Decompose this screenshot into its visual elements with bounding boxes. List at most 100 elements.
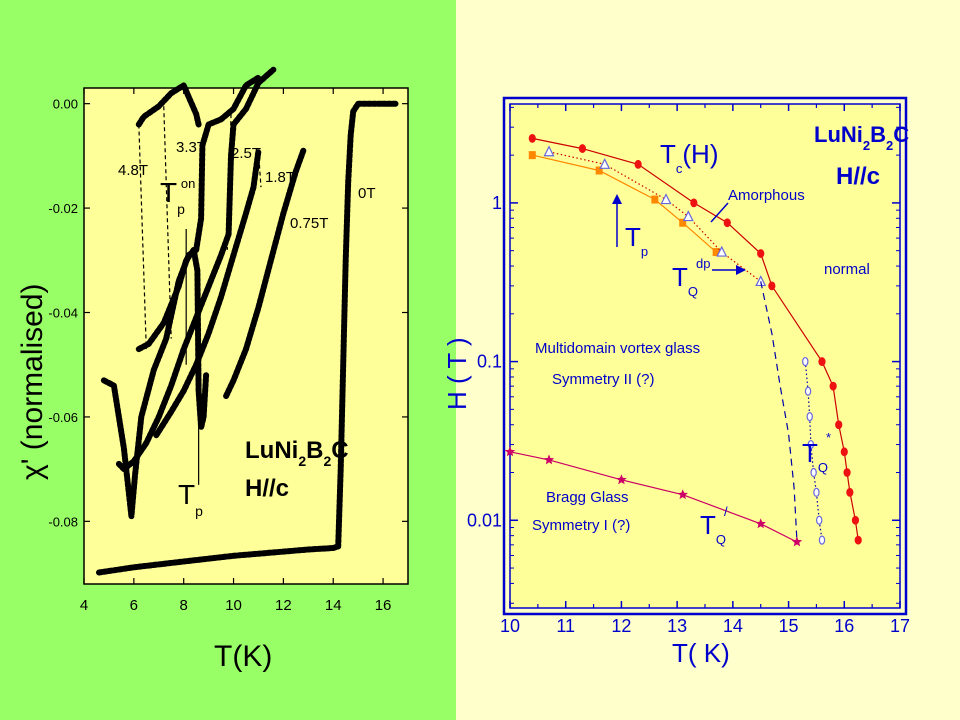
tq-star-label: TQ* — [802, 430, 831, 475]
x-tick-label: 17 — [890, 616, 910, 636]
series-Tc-H--point — [768, 281, 776, 291]
right-y-axis-title: H ( T ) — [442, 337, 472, 410]
series-TQ--point — [816, 515, 823, 525]
x-tick-label: 12 — [611, 616, 631, 636]
series-Tp-point — [528, 151, 536, 160]
y-tick-label: -0.08 — [48, 514, 78, 529]
series-Tc-H--point — [634, 159, 642, 169]
svg-text:LuNi2B2C: LuNi2B2C — [814, 122, 909, 153]
series-TQ-dp-point — [716, 245, 728, 257]
series-Tp-point — [712, 248, 720, 257]
series-TQ-dp-line — [548, 151, 762, 282]
series-Tp-point — [595, 166, 603, 175]
tp-on-main: T — [160, 177, 177, 208]
series-TQ--point — [791, 536, 803, 547]
curve-label: 3.3T — [176, 139, 206, 156]
tp-main: T — [178, 479, 195, 510]
series-Tc-H--point — [846, 487, 854, 497]
left-tp-label: Tp — [178, 479, 203, 519]
normal-region-label: normal — [824, 261, 870, 278]
transition-line-1-8T — [257, 150, 262, 188]
series-TQ--point — [804, 386, 812, 396]
series-4-8T-curve — [135, 246, 210, 431]
series-0-75T-curve — [223, 147, 307, 399]
series-TQ-dp-point — [755, 275, 767, 287]
right-plot-frame — [502, 96, 908, 616]
y-tick-label: -0.04 — [48, 306, 78, 321]
left-data-series — [96, 66, 399, 576]
x-tick-label: 10 — [500, 616, 520, 636]
curve-label: 0T — [358, 185, 376, 202]
y-tick-label: 0.1 — [477, 352, 502, 372]
y-tick-label: 0.00 — [53, 97, 78, 112]
series-TQ-dp-point — [682, 210, 694, 222]
y-tick-label: -0.06 — [48, 410, 78, 425]
x-tick-label: 14 — [325, 597, 342, 614]
series-TQ-dp-point — [660, 193, 672, 205]
svg-text:Tpon: Tp on — [160, 176, 195, 217]
sample-name-part: B — [306, 437, 323, 464]
transition-line-3-3T — [163, 106, 172, 339]
x-tick-label: 6 — [130, 597, 138, 614]
sample-name-part: B — [870, 122, 886, 147]
series-TQ--point — [504, 446, 516, 457]
left-curve-labels: 4.8T 3.3T 2.5T1.8T 0.75T 0T — [118, 139, 376, 232]
series-Tc-H--point — [528, 133, 536, 143]
curve-label: 1.8T — [265, 169, 295, 186]
series-TQ--point — [818, 535, 826, 545]
series-TQ--point — [813, 487, 820, 497]
x-tick-label: 10 — [225, 597, 242, 614]
sample-name-part: C — [331, 437, 348, 464]
right-plot-area — [509, 103, 901, 609]
tp-arrow-head — [612, 194, 622, 204]
series-TQ--line — [509, 451, 798, 543]
series-1-8T-curve — [153, 147, 262, 439]
series-TQ-dp-point — [543, 145, 555, 157]
x-tick-label: 16 — [375, 597, 392, 614]
y-tick-label: 1 — [492, 193, 502, 213]
series-Tc-H--point — [840, 447, 848, 457]
series-TQ--point — [802, 356, 809, 367]
left-sample-label: LuNi2B2C H//c — [245, 437, 349, 502]
x-tick-label: 13 — [667, 616, 687, 636]
x-tick-label: 11 — [556, 616, 575, 636]
series-Tc-H--point — [757, 249, 765, 258]
y-tick-label: 0.01 — [467, 510, 502, 530]
sample-name-part: LuNi — [814, 122, 863, 147]
chi-vs-temperature-chart: 4 6 8 10 12 14 16 0.00 -0.02 -0.04 -0.06 -0.08 4.8… — [16, 66, 409, 673]
x-tick-label: 12 — [275, 597, 292, 614]
tp-on-sup: on — [181, 176, 195, 191]
multidomain-label-line2: Symmetry II (?) — [552, 371, 655, 388]
series-TQ--point — [616, 474, 627, 485]
series-Tc-H--point — [835, 420, 843, 430]
x-tick-label: 8 — [180, 597, 188, 614]
right-sample-label: LuNi2B2C H//c — [814, 122, 909, 190]
right-x-ticks: 10 11 12 13 14 15 16 17 — [500, 104, 910, 636]
curve-label: 0.75T — [290, 215, 328, 232]
series-TQ-dp-boundary-line — [760, 281, 798, 541]
sample-name-part: LuNi — [245, 437, 298, 464]
tp-on-sub: p — [177, 201, 185, 217]
left-x-axis-title: T(K) — [214, 640, 272, 673]
series-0T-curve — [96, 100, 399, 576]
sample-subscript: 2 — [298, 453, 306, 469]
left-field-direction: H//c — [245, 475, 289, 502]
series-Tc-H--point — [690, 198, 698, 208]
series-TQ--point — [807, 439, 815, 450]
amorphous-pointer — [710, 202, 729, 223]
series-TQ--line — [804, 361, 823, 541]
series-TQ--point — [806, 412, 813, 422]
right-x-axis-title: T( K) — [672, 638, 730, 668]
right-tp-label: Tp — [625, 222, 648, 259]
series-Tp-point — [651, 195, 659, 204]
transition-line-4-8T — [138, 124, 147, 350]
svg-text:LuNi2B2C: LuNi2B2C — [245, 437, 349, 469]
series-Tp-point — [679, 218, 687, 227]
sample-subscript: 2 — [323, 453, 331, 469]
curve-label: 2.5T — [231, 145, 261, 162]
transition-line-2-5T — [226, 114, 232, 250]
tc-h-label: Tc(H) — [660, 139, 718, 176]
sample-name-part: C — [893, 122, 909, 147]
right-field-direction: H//c — [836, 163, 880, 190]
